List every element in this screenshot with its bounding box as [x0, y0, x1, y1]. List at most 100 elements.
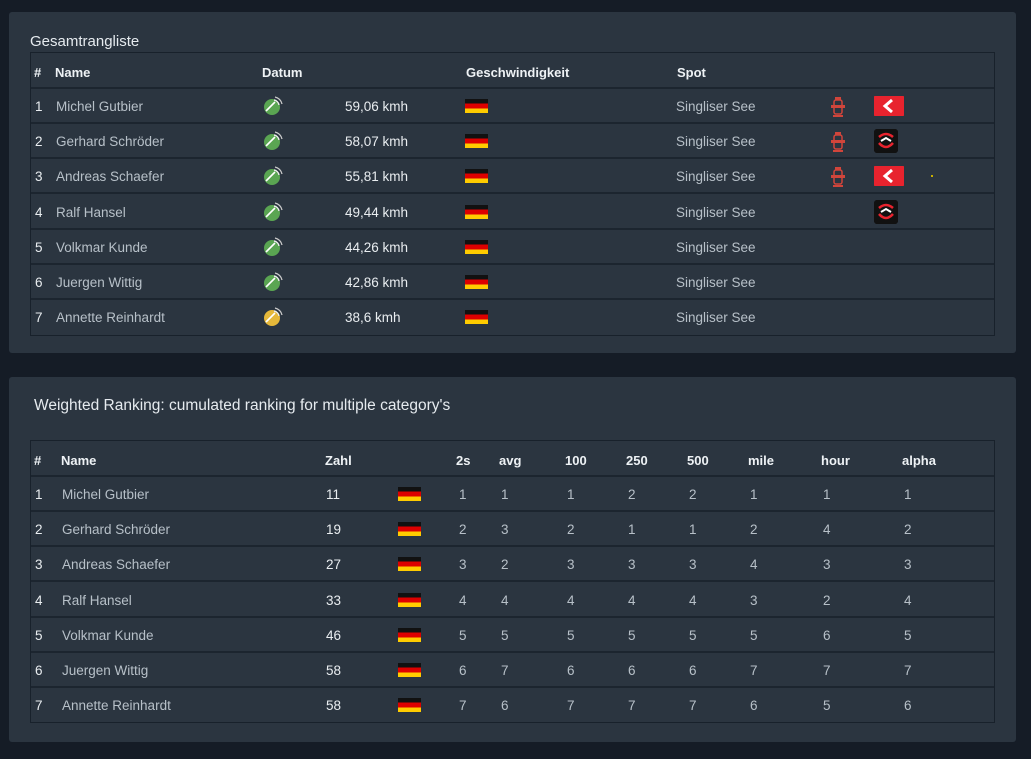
zahl-cell: 46 — [326, 628, 342, 643]
rank-500-cell: 5 — [689, 628, 697, 643]
rank-alpha-cell: 2 — [904, 522, 912, 537]
zahl-cell: 58 — [326, 698, 342, 713]
germany-flag-icon — [398, 593, 421, 607]
rank-2s-cell: 1 — [459, 487, 467, 502]
name-link[interactable]: Gerhard Schröder — [62, 522, 171, 537]
header-spot: Spot — [677, 65, 706, 80]
germany-flag-icon — [465, 205, 488, 219]
table-row: 2 Gerhard Schröder 58,07 kmh Singliser See — [31, 124, 994, 159]
rank-100-cell: 6 — [567, 663, 575, 678]
name-link[interactable]: Volkmar Kunde — [56, 240, 148, 255]
rank-hour-cell: 1 — [823, 487, 831, 502]
germany-flag-icon — [465, 275, 488, 289]
name-link[interactable]: Annette Reinhardt — [62, 698, 171, 713]
rank-500-cell: 6 — [689, 663, 697, 678]
rank-cell: 7 — [35, 698, 43, 713]
name-link[interactable]: Andreas Schaefer — [56, 169, 165, 184]
name-link[interactable]: Michel Gutbier — [56, 99, 144, 114]
rank-avg-cell: 6 — [501, 698, 509, 713]
rank-hour-cell: 4 — [823, 522, 831, 537]
header-rank: # — [34, 65, 42, 80]
weighted-ranking-panel: Weighted Ranking: cumulated ranking for … — [9, 377, 1016, 742]
germany-flag-icon — [465, 99, 488, 113]
zahl-cell: 19 — [326, 522, 342, 537]
rank-250-cell: 1 — [628, 522, 636, 537]
rank-mile-cell: 3 — [750, 593, 758, 608]
germany-flag-icon — [398, 522, 421, 536]
rank-250-cell: 3 — [628, 557, 636, 572]
name-link[interactable]: Ralf Hansel — [56, 205, 126, 220]
name-link[interactable]: Volkmar Kunde — [62, 628, 154, 643]
rank-mile-cell: 7 — [750, 663, 758, 678]
name-link[interactable]: Andreas Schaefer — [62, 557, 171, 572]
rank-100-cell: 2 — [567, 522, 575, 537]
rank-2s-cell: 2 — [459, 522, 467, 537]
zahl-cell: 33 — [326, 593, 342, 608]
table-row: 1 Michel Gutbier 11 1 1 1 2 2 1 1 1 — [31, 477, 994, 512]
rank-avg-cell: 2 — [501, 557, 509, 572]
weighted-ranking-table: # Name Zahl 2s avg 100 250 500 mile hour… — [30, 440, 995, 723]
rank-mile-cell: 6 — [750, 698, 758, 713]
weighted-ranking-title: Weighted Ranking: cumulated ranking for … — [34, 397, 451, 414]
rank-250-cell: 5 — [628, 628, 636, 643]
name-link[interactable]: Michel Gutbier — [62, 487, 150, 502]
rank-500-cell: 2 — [689, 487, 697, 502]
rank-100-cell: 1 — [567, 487, 575, 502]
germany-flag-icon — [398, 698, 421, 712]
rank-hour-cell: 5 — [823, 698, 831, 713]
rank-alpha-cell: 7 — [904, 663, 912, 678]
hydrant-icon — [831, 167, 845, 187]
rank-hour-cell: 7 — [823, 663, 831, 678]
rank-hour-cell: 6 — [823, 628, 831, 643]
name-link[interactable]: Gerhard Schröder — [56, 134, 165, 149]
zahl-cell: 58 — [326, 663, 342, 678]
rank-2s-cell: 3 — [459, 557, 467, 572]
rank-avg-cell: 5 — [501, 628, 509, 643]
rank-alpha-cell: 3 — [904, 557, 912, 572]
rank-cell: 2 — [35, 522, 43, 537]
table-row: 3 Andreas Schaefer 55,81 kmh Singliser See — [31, 159, 994, 194]
header-2s: 2s — [456, 453, 471, 468]
header-hour: hour — [821, 453, 850, 468]
name-link[interactable]: Ralf Hansel — [62, 593, 132, 608]
germany-flag-icon — [398, 663, 421, 677]
rank-250-cell: 6 — [628, 663, 636, 678]
header-mile: mile — [748, 453, 775, 468]
rank-100-cell: 5 — [567, 628, 575, 643]
rank-500-cell: 4 — [689, 593, 697, 608]
germany-flag-icon — [465, 169, 488, 183]
satellite-dish-icon — [264, 307, 283, 326]
header-500: 500 — [687, 453, 709, 468]
germany-flag-icon — [398, 487, 421, 501]
rank-cell: 3 — [35, 169, 43, 184]
name-link[interactable]: Annette Reinhardt — [56, 310, 165, 325]
rank-avg-cell: 4 — [501, 593, 509, 608]
rank-cell: 3 — [35, 557, 43, 572]
brand-badge-red-icon — [874, 96, 904, 116]
rank-alpha-cell: 1 — [904, 487, 912, 502]
table-row: 2 Gerhard Schröder 19 2 3 2 1 1 2 4 2 — [31, 512, 994, 547]
name-link[interactable]: Juergen Wittig — [62, 663, 149, 678]
satellite-dish-icon — [264, 96, 283, 115]
rank-cell: 6 — [35, 275, 43, 290]
rank-cell: 2 — [35, 134, 43, 149]
spot-cell: Singliser See — [676, 275, 756, 290]
table-row: 6 Juergen Wittig 42,86 kmh Singliser See — [31, 265, 994, 300]
rank-cell: 5 — [35, 628, 43, 643]
rank-100-cell: 3 — [567, 557, 575, 572]
speed-cell: 44,26 kmh — [345, 240, 409, 255]
rank-cell: 1 — [35, 487, 43, 502]
satellite-dish-icon — [264, 131, 283, 150]
table-header-row: # Name Zahl 2s avg 100 250 500 mile hour… — [31, 441, 994, 477]
rank-500-cell: 7 — [689, 698, 697, 713]
rank-250-cell: 7 — [628, 698, 636, 713]
header-name: Name — [55, 65, 91, 80]
rank-hour-cell: 3 — [823, 557, 831, 572]
name-link[interactable]: Juergen Wittig — [56, 275, 143, 290]
speed-cell: 49,44 kmh — [345, 205, 409, 220]
overall-ranking-panel: Gesamtrangliste # Name Datum Geschwindig… — [9, 12, 1016, 353]
brand-badge-red-icon — [874, 166, 904, 186]
speed-cell: 58,07 kmh — [345, 134, 409, 149]
header-100: 100 — [565, 453, 587, 468]
header-speed: Geschwindigkeit — [466, 65, 570, 80]
